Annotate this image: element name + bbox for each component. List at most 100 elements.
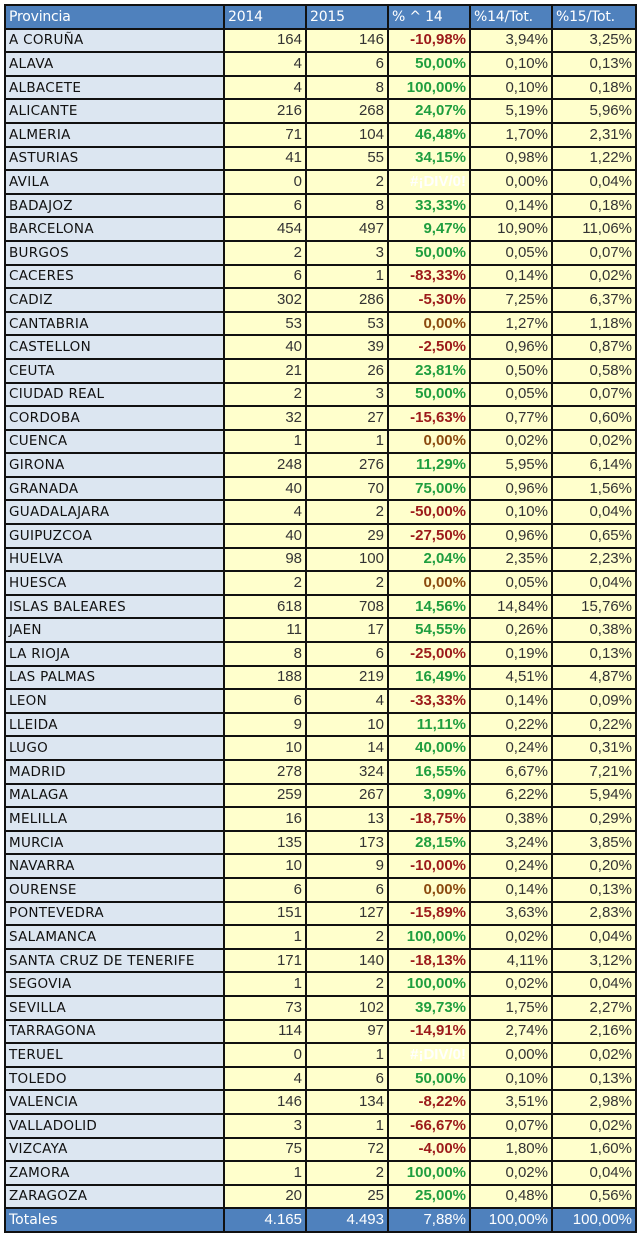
cell-pct15-total[interactable]: 0,13% — [551, 876, 637, 903]
cell-2014[interactable]: 8 — [223, 641, 307, 667]
cell-pct14-total[interactable]: 10,90% — [469, 216, 553, 242]
cell-pct15-total[interactable]: 15,76% — [551, 593, 637, 620]
cell-2015[interactable]: 286 — [305, 287, 389, 313]
cell-2014[interactable]: 1 — [223, 428, 307, 455]
cell-2015[interactable]: 17 — [305, 617, 389, 644]
cell-2015[interactable]: 1 — [305, 428, 389, 455]
cell-pct-change[interactable]: -83,33% — [387, 263, 471, 290]
cell-pct15-total[interactable]: 0,04% — [551, 1160, 637, 1186]
cell-pct14-total[interactable]: 0,05% — [469, 381, 553, 408]
cell-pct-change[interactable]: -66,67% — [387, 1112, 471, 1139]
cell-2015[interactable]: 173 — [305, 829, 389, 856]
cell-pct15-total[interactable]: 2,27% — [551, 994, 637, 1021]
cell-pct-change[interactable]: -5,30% — [387, 287, 471, 313]
cell-2015[interactable]: 97 — [305, 1018, 389, 1045]
cell-pct15-total[interactable]: 4,87% — [551, 664, 637, 691]
cell-pct-change[interactable]: 0,00% — [387, 310, 471, 337]
cell-provincia[interactable]: ALMERIA — [4, 121, 225, 148]
cell-2015[interactable]: 6 — [305, 1065, 389, 1092]
cell-provincia[interactable]: ALAVA — [4, 51, 225, 77]
cell-pct-change[interactable]: 3,09% — [387, 782, 471, 809]
cell-pct15-total[interactable]: 3,25% — [551, 27, 637, 54]
cell-provincia[interactable]: BURGOS — [4, 239, 225, 266]
cell-pct-change[interactable]: 40,00% — [387, 735, 471, 761]
cell-pct-change[interactable]: -33,33% — [387, 688, 471, 714]
cell-2015[interactable]: 2 — [305, 924, 389, 950]
cell-pct-change[interactable]: 34,15% — [387, 145, 471, 172]
cell-pct14-total[interactable]: 6,22% — [469, 782, 553, 809]
cell-2015[interactable]: 3 — [305, 381, 389, 408]
cell-2014[interactable]: 278 — [223, 759, 307, 785]
cell-pct15-total[interactable]: 11,06% — [551, 216, 637, 242]
cell-pct15-total[interactable]: 0,04% — [551, 570, 637, 596]
cell-provincia[interactable]: PONTEVEDRA — [4, 900, 225, 927]
cell-2014[interactable]: 4 — [223, 499, 307, 526]
cell-provincia[interactable]: CUENCA — [4, 428, 225, 455]
cell-pct14-total[interactable]: 3,24% — [469, 829, 553, 856]
cell-2014[interactable]: 0 — [223, 169, 307, 195]
cell-pct-change[interactable]: 14,56% — [387, 593, 471, 620]
cell-provincia[interactable]: A CORUÑA — [4, 27, 225, 54]
cell-provincia[interactable]: SANTA CRUZ DE TENERIFE — [4, 947, 225, 974]
cell-2015[interactable]: 55 — [305, 145, 389, 172]
cell-2014[interactable]: 454 — [223, 216, 307, 242]
cell-2015[interactable]: 10 — [305, 711, 389, 738]
cell-pct15-total[interactable]: 0,04% — [551, 971, 637, 997]
cell-provincia[interactable]: LAS PALMAS — [4, 664, 225, 691]
cell-provincia[interactable]: MADRID — [4, 759, 225, 785]
cell-pct14-total[interactable]: 1,70% — [469, 121, 553, 148]
cell-provincia[interactable]: CORDOBA — [4, 405, 225, 431]
cell-pct14-total[interactable]: 5,19% — [469, 98, 553, 124]
cell-pct15-total[interactable]: 3,85% — [551, 829, 637, 856]
cell-pct14-total[interactable]: 0,14% — [469, 263, 553, 290]
cell-pct15-total[interactable]: 0,13% — [551, 641, 637, 667]
cell-2014[interactable]: 4 — [223, 74, 307, 101]
cell-pct15-total[interactable]: 5,96% — [551, 98, 637, 124]
cell-pct-change[interactable]: 50,00% — [387, 381, 471, 408]
cell-2015[interactable]: 29 — [305, 523, 389, 549]
cell-2015[interactable]: 8 — [305, 74, 389, 101]
cell-pct14-total[interactable]: 0,10% — [469, 1065, 553, 1092]
cell-provincia[interactable]: NAVARRA — [4, 853, 225, 879]
cell-pct15-total[interactable]: 0,07% — [551, 239, 637, 266]
cell-pct15-total[interactable]: 2,83% — [551, 900, 637, 927]
cell-provincia[interactable]: HUELVA — [4, 546, 225, 573]
cell-pct-change[interactable]: -25,00% — [387, 641, 471, 667]
cell-2014[interactable]: 40 — [223, 475, 307, 502]
cell-provincia[interactable]: ASTURIAS — [4, 145, 225, 172]
cell-pct15-total[interactable]: 2,98% — [551, 1089, 637, 1115]
cell-pct-change[interactable]: 2,04% — [387, 546, 471, 573]
cell-pct-change[interactable]: 54,55% — [387, 617, 471, 644]
cell-pct14-total[interactable]: 0,05% — [469, 239, 553, 266]
cell-2015[interactable]: 6 — [305, 51, 389, 77]
cell-provincia[interactable]: JAEN — [4, 617, 225, 644]
cell-provincia[interactable]: VALENCIA — [4, 1089, 225, 1115]
cell-2014[interactable]: 4 — [223, 51, 307, 77]
cell-2014[interactable]: 20 — [223, 1183, 307, 1210]
cell-2015[interactable]: 134 — [305, 1089, 389, 1115]
cell-2014[interactable]: 0 — [223, 1042, 307, 1068]
cell-pct15-total[interactable]: 0,56% — [551, 1183, 637, 1210]
cell-pct-change[interactable]: 0,00% — [387, 428, 471, 455]
cell-pct-change[interactable]: 100,00% — [387, 924, 471, 950]
cell-pct-change[interactable]: 50,00% — [387, 239, 471, 266]
cell-provincia[interactable]: GRANADA — [4, 475, 225, 502]
cell-2014[interactable]: 135 — [223, 829, 307, 856]
cell-provincia[interactable]: CADIZ — [4, 287, 225, 313]
cell-pct15-total[interactable]: 3,12% — [551, 947, 637, 974]
cell-pct15-total[interactable]: 0,58% — [551, 357, 637, 384]
cell-pct-change[interactable]: 11,11% — [387, 711, 471, 738]
cell-pct14-total[interactable]: 0,22% — [469, 711, 553, 738]
cell-pct14-total[interactable]: 2,74% — [469, 1018, 553, 1045]
cell-pct14-total[interactable]: 7,25% — [469, 287, 553, 313]
cell-2015[interactable]: 708 — [305, 593, 389, 620]
cell-pct15-total[interactable]: 5,94% — [551, 782, 637, 809]
cell-pct-change[interactable]: -50,00% — [387, 499, 471, 526]
cell-2014[interactable]: 1 — [223, 924, 307, 950]
cell-pct14-total[interactable]: 0,00% — [469, 1042, 553, 1068]
cell-2015[interactable]: 39 — [305, 334, 389, 360]
cell-pct15-total[interactable]: 0,07% — [551, 381, 637, 408]
cell-pct15-total[interactable]: 0,29% — [551, 806, 637, 832]
cell-2014[interactable]: 618 — [223, 593, 307, 620]
cell-2014[interactable]: 32 — [223, 405, 307, 431]
